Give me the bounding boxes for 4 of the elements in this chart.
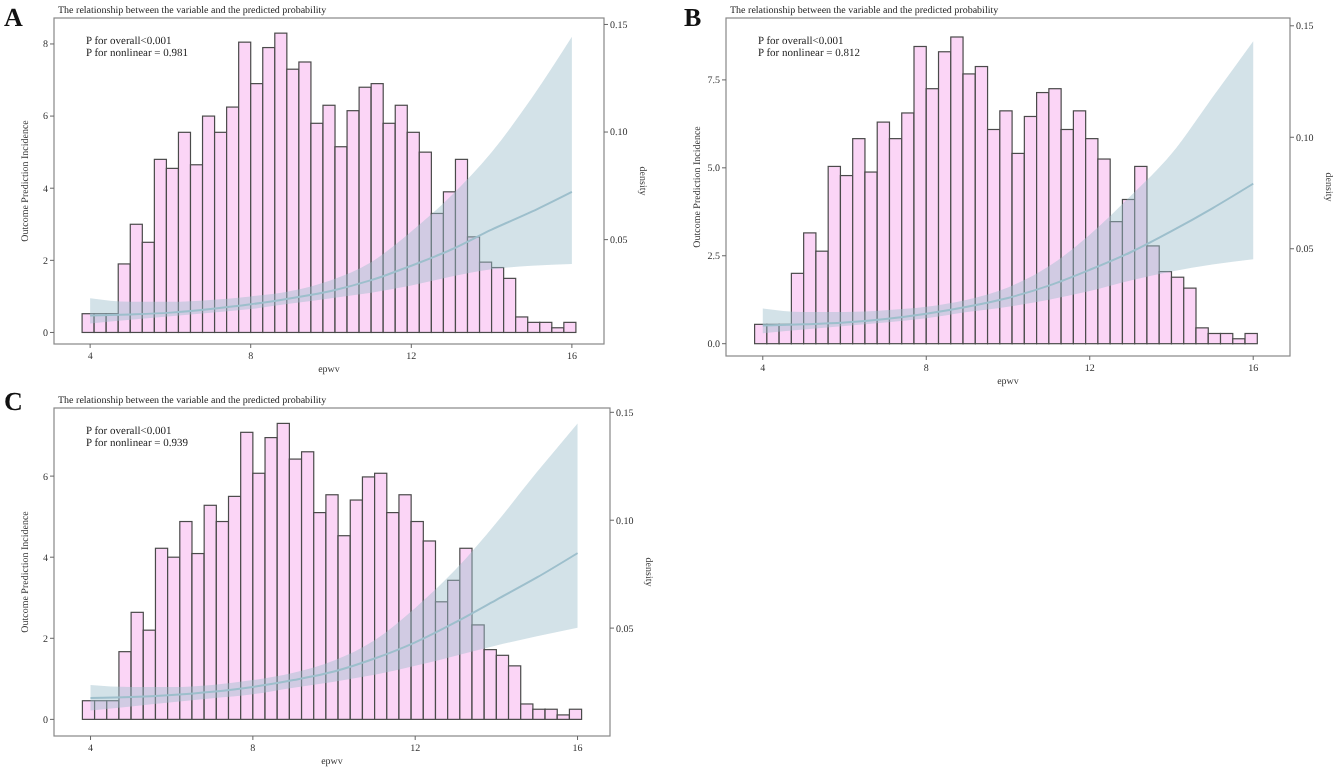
text: B xyxy=(684,2,702,32)
text: C xyxy=(4,386,23,416)
line-series xyxy=(89,552,579,699)
text: A xyxy=(4,2,24,32)
